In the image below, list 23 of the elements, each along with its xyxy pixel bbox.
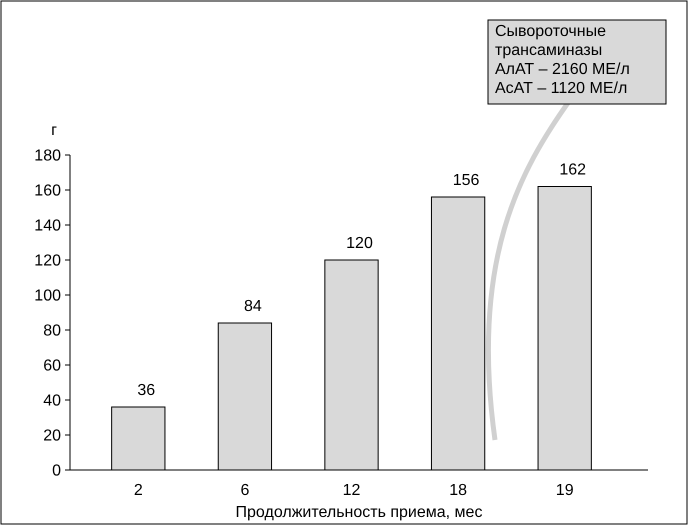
y-tick-label: 180 xyxy=(34,148,62,165)
data-label: 120 xyxy=(346,235,373,252)
x-tick-label: 2 xyxy=(134,482,143,499)
text: Сывороточные трансаминазы АлАТ – 2160 МЕ/л АсАТ – 1120 МЕ/л xyxy=(495,23,630,97)
data-label: 84 xyxy=(244,298,262,315)
x-tick-label: 6 xyxy=(240,482,250,499)
x-tick-label: 18 xyxy=(449,482,468,499)
x-tick-label: 12 xyxy=(342,482,360,499)
y-tick-label: 100 xyxy=(34,288,62,305)
y-tick-label: 20 xyxy=(43,428,62,445)
data-label: 162 xyxy=(559,162,586,178)
y-tick-label: 60 xyxy=(43,358,62,375)
y-tick-label: 0 xyxy=(52,462,62,480)
y-tick-label: 160 xyxy=(34,182,62,200)
y-tick-label: 140 xyxy=(34,218,62,235)
y-tick-label: 80 xyxy=(43,322,62,340)
y-axis-title: г xyxy=(51,122,58,139)
x-tick-label: 19 xyxy=(556,482,574,499)
y-tick-label: 120 xyxy=(34,252,62,270)
y-tick-label: 40 xyxy=(43,392,62,410)
x-axis-title: Продолжительность приема, мес xyxy=(236,504,482,521)
data-label: 36 xyxy=(137,382,156,399)
data-label: 156 xyxy=(452,172,480,189)
